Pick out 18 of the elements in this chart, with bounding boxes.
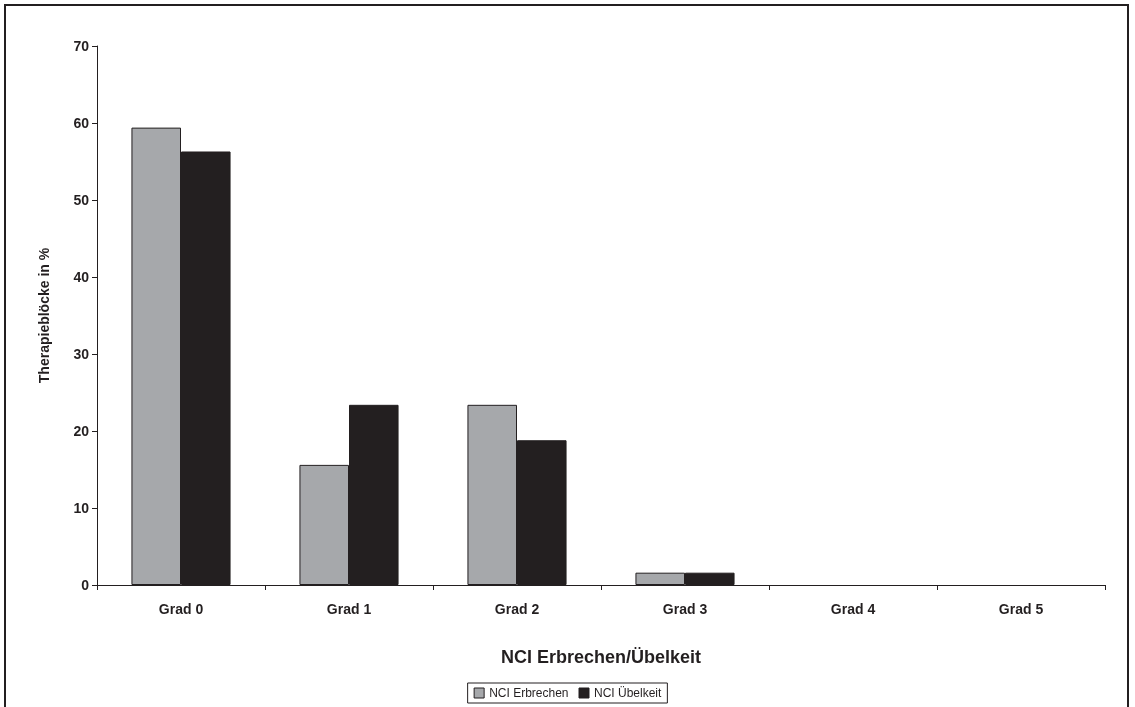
y-axis-title: Therapieblöcke in % bbox=[36, 247, 52, 384]
y-tick-label: 40 bbox=[73, 269, 90, 285]
x-tick-label: Grad 0 bbox=[158, 601, 204, 617]
x-tick-label: Grad 1 bbox=[326, 601, 372, 617]
y-tick-label: 50 bbox=[73, 192, 90, 208]
x-axis-title: NCI Erbrechen/Übelkeit bbox=[500, 647, 702, 667]
x-tick-label: Grad 2 bbox=[494, 601, 540, 617]
y-tick-label: 70 bbox=[73, 38, 90, 54]
y-tick-label: 60 bbox=[73, 115, 90, 131]
legend-label: NCI Übelkeit bbox=[594, 686, 663, 700]
y-tick-label: 30 bbox=[73, 346, 90, 362]
x-tick-label: Grad 5 bbox=[998, 601, 1044, 617]
y-tick-label: 0 bbox=[81, 577, 90, 593]
y-tick-label: 10 bbox=[73, 500, 90, 516]
legend-label: NCI Erbrechen bbox=[489, 686, 569, 700]
y-tick-label: 20 bbox=[73, 423, 90, 439]
x-tick-label: Grad 4 bbox=[830, 601, 876, 617]
x-tick-label: Grad 3 bbox=[662, 601, 708, 617]
